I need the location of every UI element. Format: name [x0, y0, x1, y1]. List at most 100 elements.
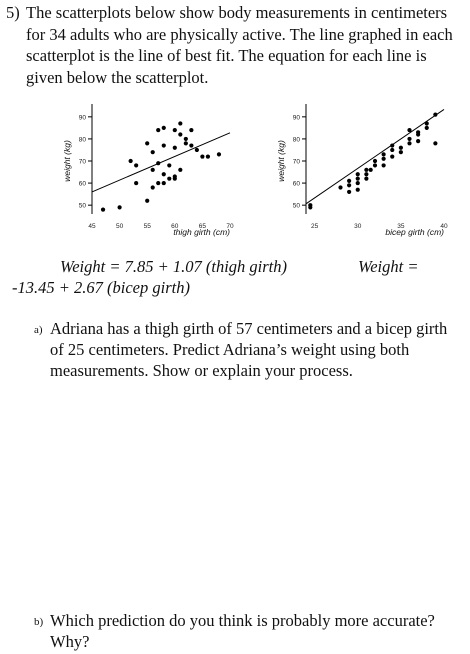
data-point — [416, 139, 421, 144]
x-axis-label: thigh girth (cm) — [173, 227, 230, 237]
data-point — [433, 112, 438, 117]
data-point — [145, 141, 150, 146]
x-tick-label: 30 — [354, 223, 362, 230]
x-tick-label: 35 — [397, 223, 405, 230]
x-tick-label: 60 — [171, 223, 179, 230]
y-tick-label: 80 — [293, 136, 301, 143]
data-point — [407, 136, 412, 142]
bicep-equation-start: Weight = — [358, 257, 419, 276]
best-fit-line — [305, 109, 445, 205]
x-tick-label: 40 — [440, 223, 448, 230]
data-point — [156, 161, 161, 166]
bicep-equation-end: -13.45 + 2.67 (bicep girth) — [12, 278, 190, 297]
data-point — [398, 145, 403, 150]
data-point — [189, 143, 194, 148]
x-tick-label: 55 — [144, 223, 152, 230]
question-a-text: Adriana has a thigh girth of 57 centimet… — [50, 319, 448, 380]
data-point — [134, 163, 139, 168]
data-point — [178, 132, 183, 137]
data-point — [161, 125, 166, 130]
data-point — [178, 121, 183, 126]
data-point — [390, 154, 395, 159]
data-point — [150, 185, 155, 190]
data-point — [156, 127, 161, 133]
data-point — [167, 176, 172, 181]
x-axis-label: bicep girth (cm) — [385, 227, 444, 237]
y-tick-label: 50 — [293, 203, 301, 210]
y-tick-label: 90 — [79, 114, 87, 121]
data-point — [100, 207, 106, 212]
data-point — [189, 127, 194, 133]
bicep-girth-scatterplot: 50 60 70 80 90 25 30 35 40 weight (kg) bicep girth… — [276, 104, 448, 237]
data-point — [347, 189, 352, 195]
data-point — [364, 167, 369, 172]
data-point — [167, 163, 172, 168]
x-tick-label: 25 — [311, 223, 319, 230]
data-point — [134, 180, 139, 186]
y-tick-label: 50 — [79, 203, 87, 210]
data-point — [117, 205, 122, 210]
thigh-girth-scatterplot: 50 60 70 80 90 45 50 55 60 65 70 weight (kg) thigh g… — [62, 104, 234, 237]
data-point — [172, 127, 177, 133]
data-point — [355, 176, 360, 181]
x-tick-label: 45 — [88, 223, 96, 230]
question-b-label: b) — [34, 616, 44, 628]
data-point — [200, 154, 205, 159]
data-point — [156, 180, 161, 186]
data-point — [381, 163, 386, 168]
y-axis-label: weight (kg) — [276, 140, 286, 182]
data-point — [205, 154, 211, 159]
data-point — [172, 176, 177, 181]
data-point — [161, 180, 166, 186]
data-point — [424, 125, 429, 130]
data-point — [355, 187, 360, 192]
problem-text: The scatterplots below show body measure… — [26, 3, 453, 87]
data-point — [390, 147, 395, 153]
y-tick-label: 90 — [293, 114, 301, 121]
data-point — [172, 145, 177, 150]
data-point — [150, 167, 155, 172]
problem-number: 5) — [6, 3, 20, 22]
data-point — [372, 158, 378, 164]
data-point — [416, 130, 421, 135]
data-point — [183, 136, 188, 142]
data-point — [364, 172, 369, 177]
y-tick-label: 60 — [79, 181, 87, 188]
data-point — [407, 127, 412, 133]
y-tick-label: 70 — [79, 159, 87, 166]
data-point — [368, 167, 373, 172]
y-axis-label: weight (kg) — [62, 140, 72, 182]
data-point — [145, 198, 150, 203]
data-point — [381, 156, 386, 161]
data-point — [178, 167, 183, 172]
data-point — [433, 141, 438, 146]
best-fit-line — [91, 132, 231, 193]
y-tick-label: 60 — [293, 181, 301, 188]
data-point — [183, 141, 188, 146]
data-point — [381, 152, 386, 157]
thigh-equation: Weight = 7.85 + 1.07 (thigh girth) — [60, 257, 287, 276]
data-point — [128, 158, 133, 164]
data-point — [150, 150, 155, 155]
data-point — [407, 141, 412, 146]
data-point — [338, 185, 343, 190]
x-tick-label: 50 — [116, 223, 124, 230]
x-tick-label: 70 — [226, 223, 234, 230]
data-point — [308, 203, 313, 208]
data-point — [390, 143, 395, 148]
data-point — [424, 121, 429, 126]
data-point — [347, 183, 352, 188]
data-point — [161, 172, 166, 177]
data-point — [372, 163, 378, 168]
data-point — [161, 143, 166, 148]
x-tick-label: 65 — [199, 223, 207, 230]
data-point — [347, 178, 352, 183]
y-tick-label: 80 — [79, 136, 87, 143]
question-b-text: Which prediction do you think is probabl… — [50, 611, 435, 651]
question-a-label: a) — [34, 324, 43, 336]
data-point — [364, 176, 369, 181]
data-point — [355, 180, 360, 186]
data-point — [216, 152, 222, 157]
data-point — [194, 147, 199, 153]
data-point — [355, 172, 360, 177]
